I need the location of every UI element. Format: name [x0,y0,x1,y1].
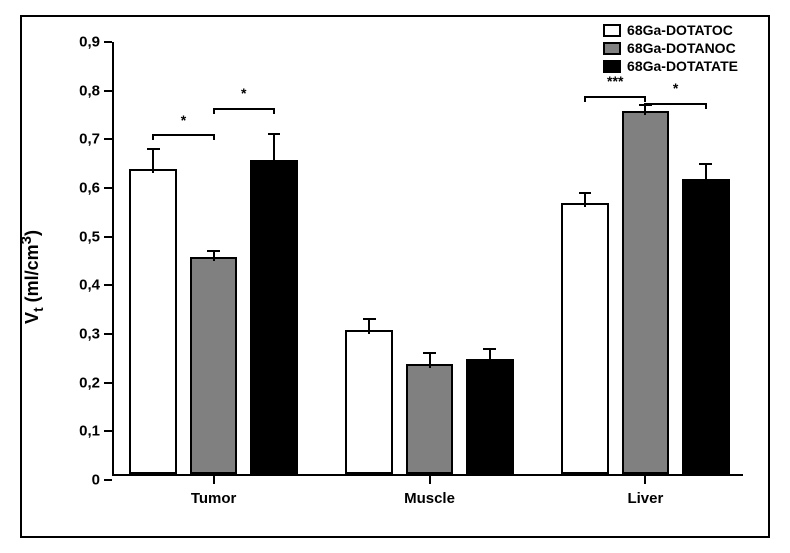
significance-tick [644,96,646,102]
bar [129,169,177,474]
bar [622,111,670,474]
error-cap [268,133,281,135]
significance-label: * [241,85,246,101]
y-tick [104,284,112,286]
y-tick [104,382,112,384]
significance-bracket [585,96,645,98]
bar [682,179,730,474]
legend-item: 68Ga-DOTATOC [603,22,738,38]
y-tick-label: 0,6 [79,180,100,197]
significance-tick [644,103,646,109]
error-cap [579,192,592,194]
legend-label: 68Ga-DOTATATE [627,58,738,74]
bar [345,330,393,474]
legend-item: 68Ga-DOTATATE [603,58,738,74]
error-bar [213,251,215,261]
y-axis-label: Vt (ml/cm3) [18,230,46,324]
error-bar [273,134,275,163]
legend-swatch [603,42,621,55]
significance-label: * [181,112,186,128]
significance-tick [213,108,215,114]
error-cap [363,318,376,320]
y-tick [104,187,112,189]
x-axis-line [112,474,743,476]
y-tick [104,430,112,432]
significance-tick [152,134,154,140]
significance-tick [584,96,586,102]
y-axis-line [112,42,114,476]
x-tick [644,476,646,484]
y-tick-label: 0,5 [79,228,100,245]
x-category-label: Tumor [191,490,237,507]
legend-label: 68Ga-DOTATOC [627,22,733,38]
bar [190,257,238,474]
significance-bracket [153,134,213,136]
significance-bracket [214,108,274,110]
legend-item: 68Ga-DOTANOC [603,40,738,56]
error-bar [368,319,370,334]
significance-label: * [673,80,678,96]
y-tick [104,479,112,481]
error-cap [483,348,496,350]
y-tick-label: 0,7 [79,131,100,148]
y-tick [104,41,112,43]
bar [406,364,454,474]
plot-area: 00,10,20,30,40,50,60,70,80,9TumorMuscleL… [112,42,743,476]
y-tick-label: 0 [92,472,100,489]
y-tick [104,333,112,335]
bar [561,203,609,474]
y-tick [104,236,112,238]
x-tick [429,476,431,484]
significance-tick [213,134,215,140]
legend-swatch [603,60,621,73]
y-tick [104,90,112,92]
y-tick-label: 0,4 [79,277,100,294]
x-tick [213,476,215,484]
error-cap [699,163,712,165]
bar [466,359,514,474]
significance-bracket [645,103,705,105]
chart-frame: Vt (ml/cm3) 00,10,20,30,40,50,60,70,80,9… [20,15,770,538]
error-cap [147,148,160,150]
y-tick-label: 0,1 [79,423,100,440]
error-bar [705,164,707,183]
y-tick-label: 0,3 [79,326,100,343]
legend-swatch [603,24,621,37]
error-cap [423,352,436,354]
error-bar [429,353,431,368]
y-tick-label: 0,2 [79,374,100,391]
error-bar [489,349,491,364]
legend: 68Ga-DOTATOC 68Ga-DOTANOC 68Ga-DOTATATE [603,22,738,76]
error-bar [584,193,586,208]
x-category-label: Liver [627,490,663,507]
y-tick [104,138,112,140]
bar [250,160,298,474]
significance-tick [705,103,707,109]
significance-tick [273,108,275,114]
error-bar [152,149,154,173]
y-tick-label: 0,9 [79,34,100,51]
x-category-label: Muscle [404,490,455,507]
error-cap [207,250,220,252]
y-tick-label: 0,8 [79,82,100,99]
legend-label: 68Ga-DOTANOC [627,40,736,56]
